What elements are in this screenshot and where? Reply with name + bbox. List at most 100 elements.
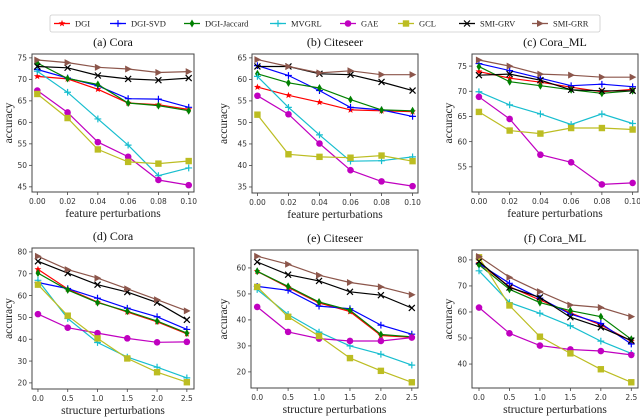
series-line [478, 96, 633, 186]
y-tick-label: 20 [17, 379, 27, 388]
data-point [377, 350, 385, 358]
data-point [506, 302, 513, 309]
data-point [598, 87, 606, 95]
data-point [254, 56, 262, 64]
y-axis-label: accuracy [3, 102, 15, 143]
data-point [285, 62, 293, 70]
data-point [506, 70, 514, 78]
data-point [185, 74, 193, 82]
data-point [284, 313, 292, 320]
data-point [34, 90, 41, 98]
data-point [285, 103, 292, 111]
data-point [627, 337, 635, 345]
series-line [37, 75, 189, 111]
data-point [254, 72, 261, 80]
legend-label: DGI-SVD [131, 19, 166, 29]
series-line [478, 307, 632, 356]
data-point [536, 333, 544, 340]
data-point [347, 166, 354, 174]
data-point [506, 330, 513, 337]
y-tick-label: 60 [457, 137, 467, 146]
x-tick-label: 2.5 [181, 394, 193, 403]
data-point [156, 101, 161, 110]
data-point [183, 307, 191, 315]
data-point [94, 335, 101, 342]
data-point [33, 63, 41, 70]
legend-item-smi-grr: SMI-GRR [532, 19, 589, 29]
data-point [65, 285, 71, 294]
data-point [507, 77, 513, 86]
series-line [256, 306, 412, 342]
data-point [155, 160, 162, 167]
series-line [37, 281, 188, 330]
data-point [64, 266, 72, 274]
subplot-title: (e) Citeseer [307, 231, 363, 245]
series-line [256, 114, 413, 162]
x-tick-label: 0.04 [90, 197, 107, 206]
data-point [94, 63, 102, 71]
data-point [379, 105, 384, 114]
data-point [629, 179, 636, 187]
data-point [285, 72, 292, 79]
series-line [37, 62, 189, 112]
data-point [64, 312, 71, 319]
data-point [567, 158, 575, 166]
x-tick-label: 0.10 [180, 197, 197, 206]
data-point [506, 62, 514, 70]
subplot-6: (f) Cora_ML 40 50 60 70 80 0.0 0.5 1.0 1.5 2.0 2.5 s… [443, 231, 639, 416]
data-point [348, 95, 353, 104]
data-point [537, 130, 544, 137]
legend-label: SMI-GRR [553, 19, 589, 29]
data-point [183, 338, 191, 346]
legend-label: GCL [419, 19, 436, 29]
data-point [94, 281, 101, 289]
subplot-4: (d) Cora 20 30 40 50 60 70 80 0.0 0.5 1.0 1.5 2.0 2.5… [3, 229, 195, 417]
x-tick-label: 1.0 [92, 394, 104, 403]
legend-item-dgi-svd: DGI-SVD [110, 19, 166, 29]
x-tick-label: 0.00 [249, 198, 266, 207]
series-gcl [253, 283, 416, 386]
data-point [183, 379, 191, 386]
legend-marker-star [58, 19, 66, 27]
data-point [95, 80, 101, 89]
data-point [377, 337, 385, 345]
data-point [597, 366, 605, 373]
data-point [568, 71, 575, 79]
x-tick-label: 0.02 [501, 197, 518, 206]
y-tick-label: 40 [457, 360, 467, 369]
x-tick-label: 0.08 [594, 197, 611, 206]
x-axis-label: feature perturbations [287, 209, 383, 221]
legend-label: DGI [75, 19, 90, 29]
data-point [94, 274, 102, 282]
data-point [347, 67, 355, 75]
y-tick-label: 30 [17, 357, 27, 366]
y-tick-label: 55 [237, 97, 247, 106]
y-tick-label: 50 [457, 334, 467, 343]
data-point [629, 126, 636, 133]
y-tick-label: 35 [237, 183, 247, 192]
series-smi-grr [34, 56, 193, 76]
series-mvgrl [475, 88, 637, 128]
data-point [346, 337, 354, 345]
series-mvgrl [254, 72, 416, 165]
series-line [256, 261, 413, 309]
data-point [567, 350, 574, 357]
data-point [567, 124, 575, 132]
x-tick-label: 0.0 [473, 393, 485, 402]
data-point [628, 313, 636, 321]
data-point [155, 176, 162, 184]
data-point [254, 92, 261, 100]
data-point [408, 291, 416, 299]
series-line [37, 284, 188, 383]
data-point [315, 277, 323, 285]
series-line [257, 285, 412, 335]
data-point [33, 72, 41, 80]
y-tick-label: 65 [17, 97, 27, 106]
series-mvgrl [253, 286, 416, 369]
data-point [253, 258, 261, 266]
legend-item-gae: GAE [340, 19, 378, 29]
series-line [478, 256, 632, 318]
series-line [257, 65, 413, 117]
x-tick-label: 2.0 [151, 394, 163, 403]
series-line [37, 65, 189, 81]
